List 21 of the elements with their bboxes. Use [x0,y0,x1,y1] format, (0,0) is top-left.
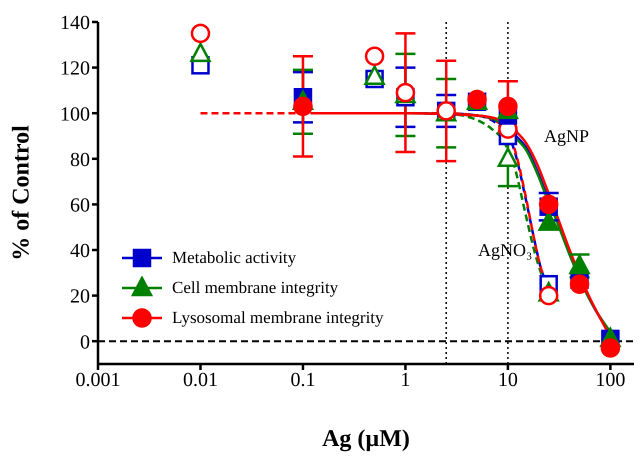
y-tick-label: 0 [80,331,90,354]
y-tick-label: 140 [60,12,90,34]
y-axis-title: % of Control [8,124,35,261]
annotation: AgNO₃ [478,240,532,261]
x-tick-label: 0.1 [290,369,316,392]
y-tick-label: 40 [70,240,90,262]
legend-label: Metabolic activity [172,248,296,268]
x-axis-title: Ag (µM) [322,426,410,452]
x-tick-label: 0.01 [182,369,218,392]
y-tick-label: 100 [60,103,90,126]
legend-label: Cell membrane integrity [172,278,338,298]
x-tick-label: 1 [400,369,410,392]
legend-label: Lysosomal membrane integrity [172,308,384,328]
y-tick-label: 60 [70,194,90,216]
y-tick-label: 80 [70,148,90,171]
y-tick-label: 120 [60,58,90,80]
x-tick-label: 0.001 [76,369,120,392]
annotation: AgNP [544,126,590,147]
y-tick-label: 20 [70,286,90,308]
x-tick-label: 100 [595,369,626,392]
x-tick-label: 10 [498,369,518,392]
